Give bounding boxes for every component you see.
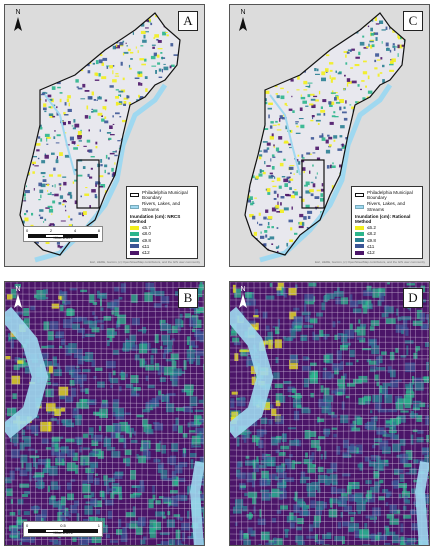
map-panel-b: N B 0 0.5 1 Kilometers bbox=[4, 281, 205, 546]
north-arrow: N bbox=[236, 286, 250, 312]
panel-label-b: B bbox=[178, 288, 198, 308]
legend-a: Philadelphia Municipal Boundary Rivers, … bbox=[126, 186, 198, 260]
panel-label-d: D bbox=[403, 288, 423, 308]
scale-bar-b: 0 0.5 1 Kilometers bbox=[23, 521, 103, 537]
basemap-credit: Esri, HERE, Garmin, (c) OpenStreetMap co… bbox=[89, 260, 200, 264]
panel-label-c: C bbox=[403, 11, 423, 31]
map-panel-c: N C Philadelphia Municipal Boundary Rive… bbox=[229, 4, 430, 267]
overview-map-a bbox=[19, 12, 181, 263]
detail-map-b bbox=[5, 282, 204, 545]
north-arrow: N bbox=[11, 286, 25, 312]
panel-label-a: A bbox=[178, 11, 198, 31]
legend-c: Philadelphia Municipal Boundary Rivers, … bbox=[351, 186, 423, 260]
north-arrow: N bbox=[11, 9, 25, 35]
north-arrow: N bbox=[236, 9, 250, 35]
detail-map-d bbox=[230, 282, 429, 545]
map-panel-a: N A Philadelphia Municipal Boundary Rive… bbox=[4, 4, 205, 267]
map-panel-d: N D bbox=[229, 281, 430, 546]
basemap-credit: Esri, HERE, Garmin, (c) OpenStreetMap co… bbox=[314, 260, 425, 264]
